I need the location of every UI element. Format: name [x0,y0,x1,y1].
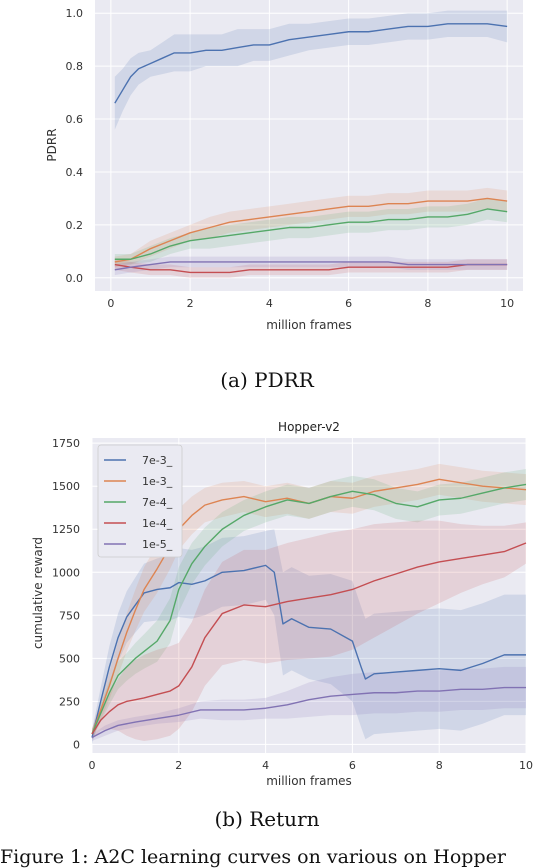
legend-box [97,444,183,558]
y-tick-label: 1500 [52,480,80,493]
series-line [91,564,526,738]
series-line [91,686,526,739]
series-confidence-band [114,187,508,268]
legend: 7e-3_ 1e-3_ 7e-4_ 1e-4_ 1e-5_ [97,444,183,558]
series-line [91,483,527,735]
x-tick-label: 4 [266,297,273,310]
tick-labels: 0 2 4 6 8 10 0 250 500 750 1000 1250 1500 1750 [52,437,533,772]
series-confidence-band [92,520,526,741]
x-tick-label: 4 [262,759,269,772]
series-confidence-band [92,463,526,740]
y-tick-label: 250 [59,695,80,708]
y-tick-label: 0.8 [66,60,84,73]
x-tick-label: 2 [187,297,194,310]
x-tick-label: 10 [519,759,533,772]
series-line [114,261,508,271]
y-axis-label: PDRR [45,128,59,161]
y-tick-label: 1.0 [66,7,84,20]
chart-pdrr: 0 2 4 6 8 10 0.0 0.2 0.4 0.6 0.8 1.0 PDRR million f… [45,0,523,332]
y-tick-label: 0 [73,738,80,751]
y-tick-label: 0.4 [66,166,84,179]
x-tick-label: 10 [500,297,514,310]
x-tick-label: 0 [89,759,96,772]
series-confidence-band [114,10,508,130]
series-line [91,542,527,735]
series-line [114,23,508,104]
x-tick-label: 8 [436,759,443,772]
y-tick-label: 500 [59,652,80,665]
x-tick-label: 8 [424,297,431,310]
x-tick-label: 2 [175,759,182,772]
legend-label: 7e-4_ [142,496,173,509]
y-tick-label: 1000 [52,566,80,579]
series-confidence-band [92,468,526,740]
x-tick-label: 6 [349,759,356,772]
grid [95,0,523,291]
legend-label: 1e-5_ [142,538,173,551]
y-tick-label: 0.2 [66,219,84,232]
caption-b: (b) Return [214,807,320,831]
tick-labels: 0 2 4 6 8 10 0.0 0.2 0.4 0.6 0.8 1.0 [66,7,515,310]
y-tick-label: 750 [59,609,80,622]
series-confidence-band [114,198,508,265]
legend-label: 1e-4_ [142,517,173,530]
y-tick-label: 0.6 [66,113,84,126]
x-axis-label: million frames [266,774,352,788]
series-lines [91,478,527,739]
y-tick-label: 1750 [52,437,80,450]
caption-a: (a) PDRR [220,368,314,392]
x-tick-label: 0 [107,297,114,310]
y-tick-label: 1250 [52,523,80,536]
series-lines [114,23,508,274]
chart-title: Hopper-v2 [278,420,340,434]
series-line [114,197,508,263]
series-line [91,478,527,735]
figure-caption-partial: Figure 1: A2C learning curves on various… [0,846,506,868]
series-line [114,208,508,260]
y-tick-label: 0.0 [66,272,84,285]
chart-return: 0 2 4 6 8 10 0 250 500 750 1000 1250 1500 1750 Hopper… [31,420,533,788]
y-axis-label: cumulative reward [31,537,45,649]
legend-label: 7e-3_ [142,454,173,467]
legend-label: 1e-3_ [142,475,173,488]
series-line [114,263,508,274]
x-axis-label: million frames [266,318,352,332]
x-tick-label: 6 [345,297,352,310]
series-confidence-band [92,666,526,741]
